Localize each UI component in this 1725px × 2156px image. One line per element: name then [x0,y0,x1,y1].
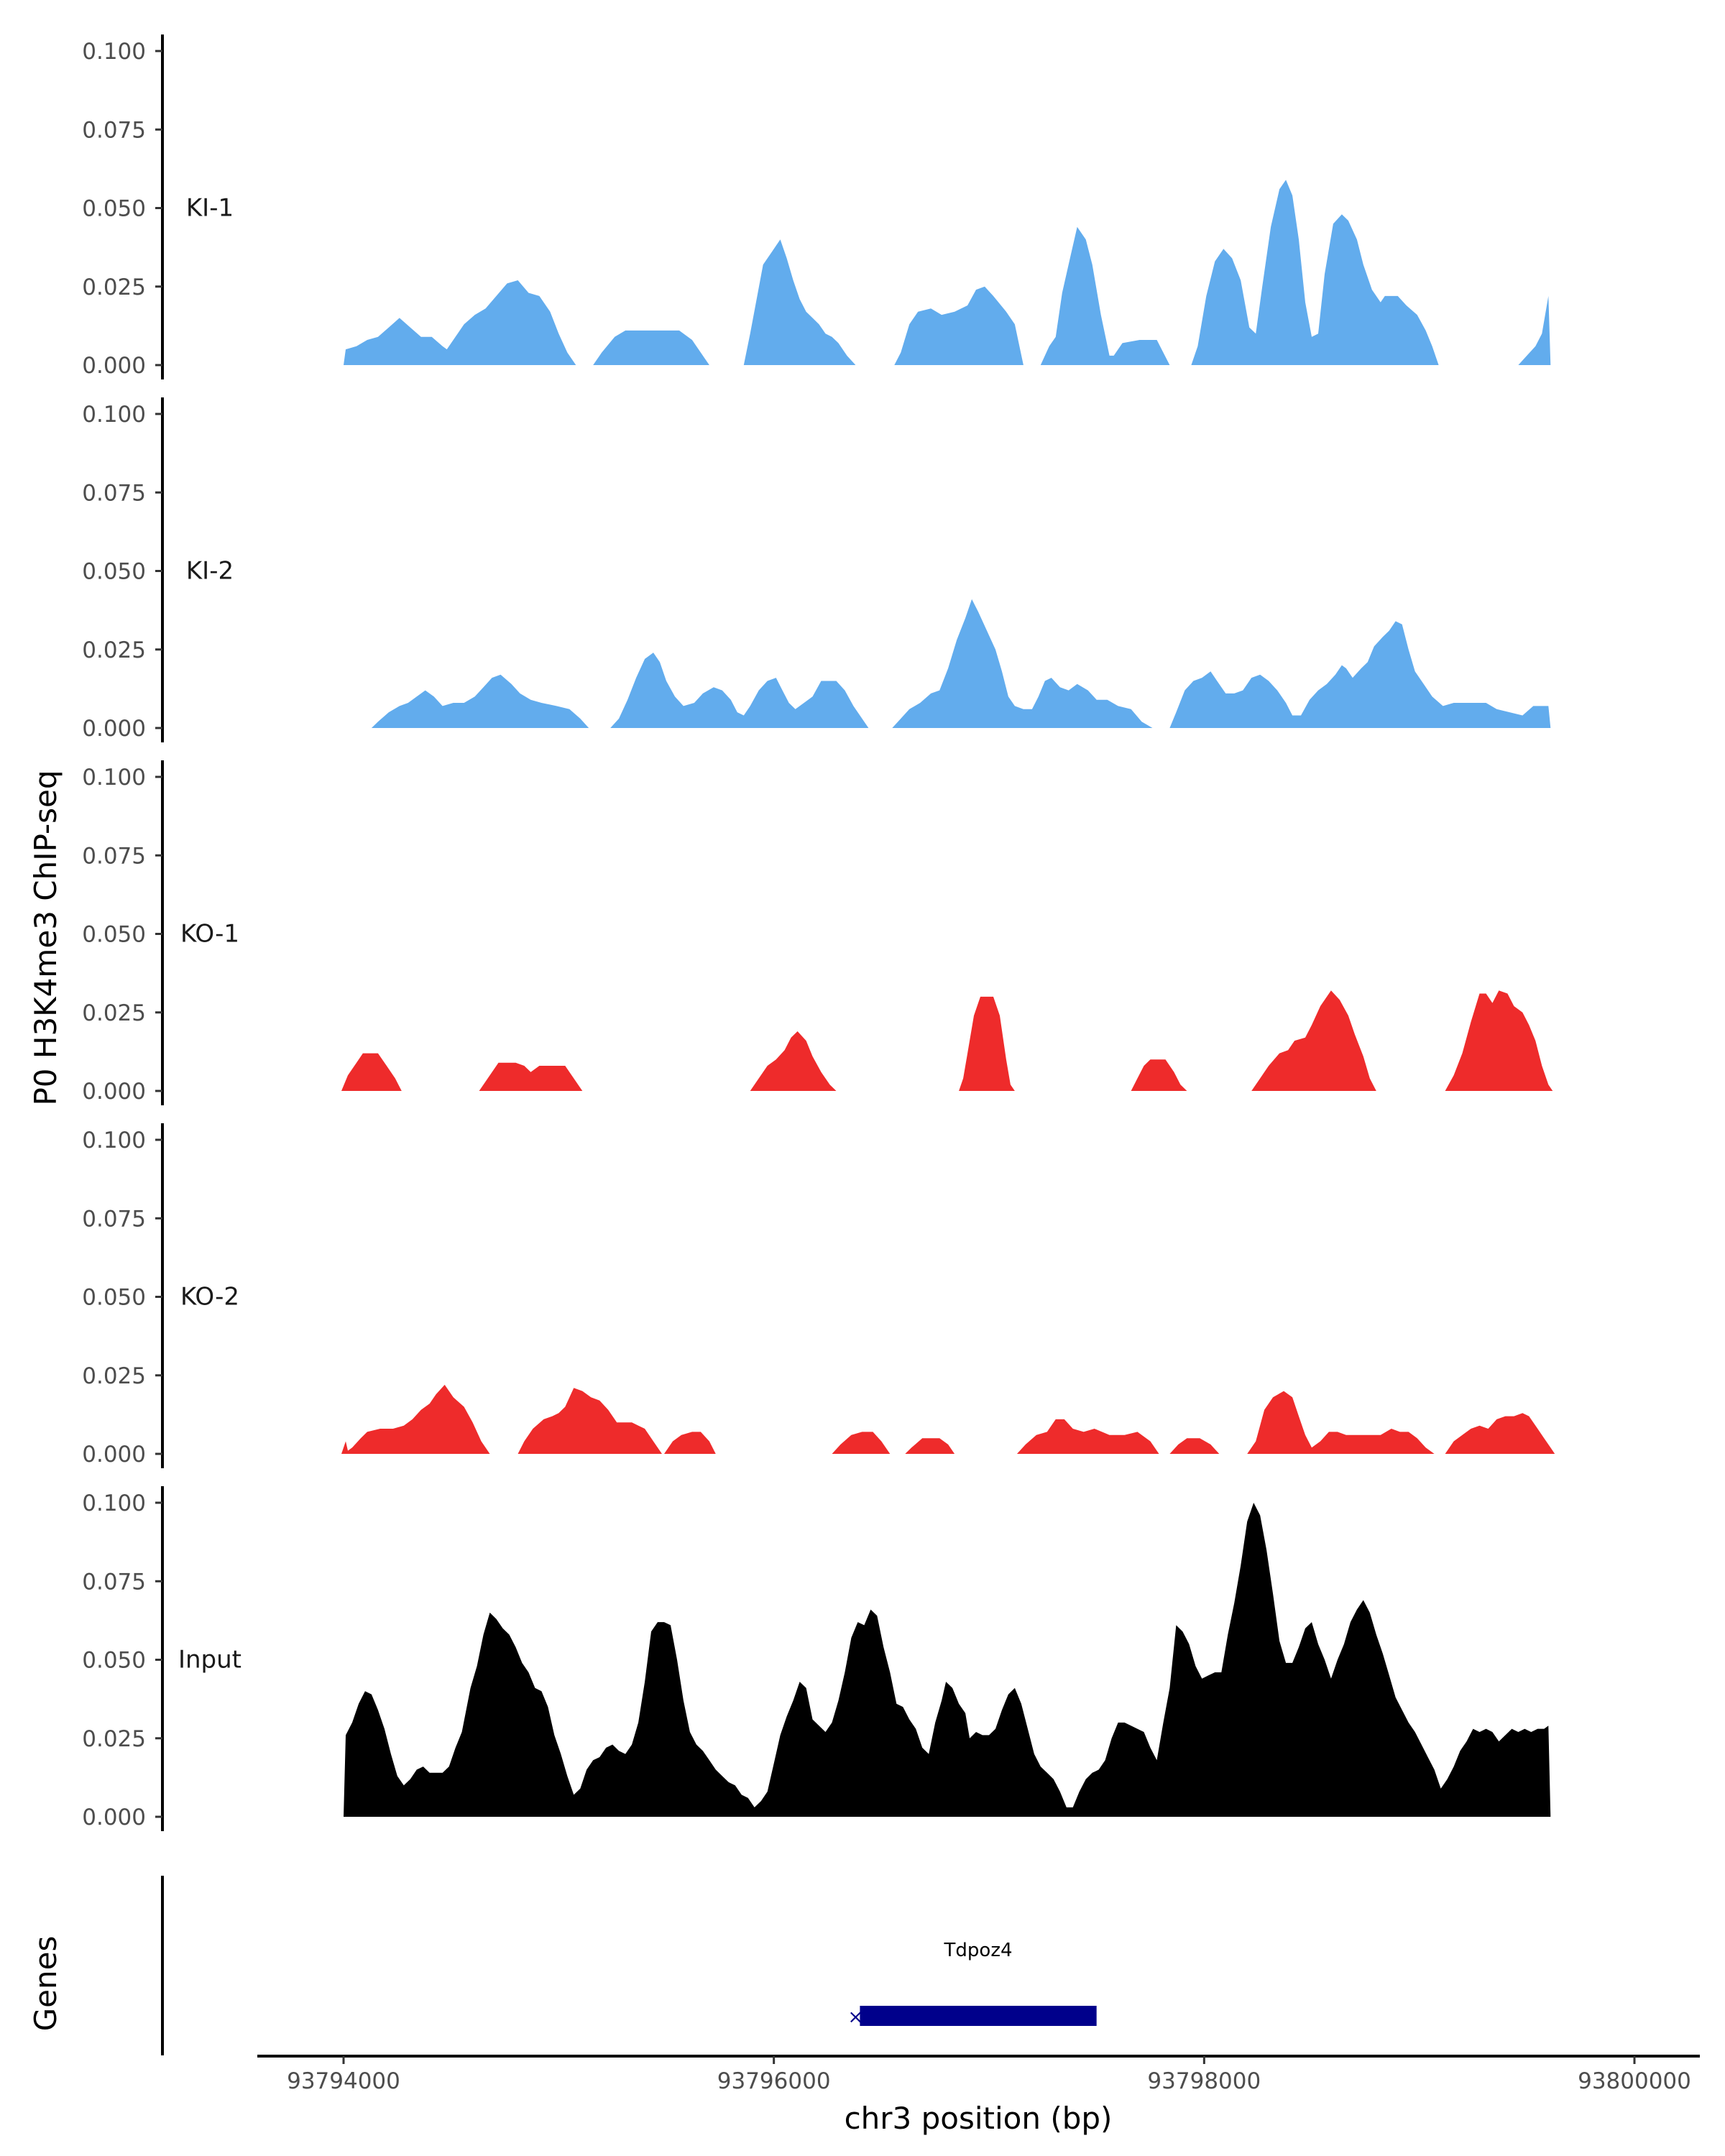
panel-ko-2: 0.000 0.025 0.050 0.075 0.100 KO-2 [82,1123,1555,1468]
y-tick-label: 0.050 [82,1285,146,1311]
y-tick-label: 0.050 [82,1648,146,1674]
signal-area [1445,1413,1555,1454]
signal-area [905,1438,955,1454]
y-tick-label: 0.000 [82,1442,146,1468]
panel-ki-2: 0.000 0.025 0.050 0.075 0.100 KI-2 [82,397,1551,742]
y-tick-label: 0.050 [82,559,146,585]
signal-area [894,286,1024,365]
y-tick-label: 0.025 [82,1363,146,1389]
y-tick-label: 0.075 [82,480,146,506]
signal-area [341,1384,490,1454]
x-axis-title: chr3 position (bp) [845,2101,1113,2136]
y-tick-label: 0.100 [82,402,146,428]
track-label-ki-2: KI-2 [186,557,234,586]
panel-ki-1: 0.000 0.025 0.050 0.075 0.100 KI-1 [82,34,1551,379]
signal-area [479,1062,583,1091]
y-tick-label: 0.000 [82,353,146,379]
signal-area [664,1432,716,1454]
signal-area [1251,990,1376,1091]
track-label-input: Input [178,1646,242,1674]
signal-area [1169,1438,1220,1454]
signal-area [1169,621,1551,728]
x-tick-label: 93794000 [287,2068,400,2094]
signal-area [832,1432,891,1454]
gene-bar [860,2006,1097,2026]
signal-area [1445,990,1553,1091]
track-label-ko-1: KO-1 [180,920,239,949]
signal-area [341,1053,402,1091]
signal-area [593,330,709,365]
signal-area [959,996,1015,1091]
y-tick-label: 0.025 [82,1726,146,1752]
genes-axis-title: Genes [28,1936,63,2032]
y-tick-label: 0.100 [82,1128,146,1153]
y-tick-label: 0.025 [82,637,146,663]
track-label-ki-1: KI-1 [186,194,234,223]
y-tick-label: 0.050 [82,196,146,222]
genes-panel: Genes Tdpoz4 × [28,1876,1097,2055]
y-tick-label: 0.075 [82,117,146,143]
signal-area [892,599,1153,728]
y-tick-label: 0.050 [82,922,146,948]
y-axis-title: P0 H3K4me3 ChIP-seq [28,770,63,1105]
gene-label: Tdpoz4 [944,1940,1013,1961]
signal-area [1247,1391,1435,1454]
x-axis: 93794000 93796000 93798000 93800000 chr3 po… [257,2055,1700,2136]
x-tick-label: 93800000 [1578,2068,1691,2094]
gene-strand-marker: × [848,2007,864,2028]
y-tick-label: 0.100 [82,39,146,65]
signal-area [1191,180,1439,365]
signal-area [1016,1419,1159,1454]
y-tick-label: 0.000 [82,1805,146,1830]
y-tick-label: 0.075 [82,1569,146,1595]
signal-area [743,239,856,365]
x-tick-label: 93798000 [1147,2068,1261,2094]
y-tick-label: 0.100 [82,1491,146,1516]
signal-area [1518,295,1551,365]
y-tick-label: 0.000 [82,716,146,742]
signal-area [371,674,589,728]
signal-area [750,1031,837,1091]
signal-area [1131,1059,1187,1091]
y-tick-label: 0.100 [82,765,146,791]
signal-area [610,653,869,728]
y-tick-label: 0.075 [82,843,146,869]
panel-ko-1: 0.000 0.025 0.050 0.075 0.100 KO-1 [82,760,1553,1105]
signal-area [1040,226,1170,365]
signal-area [518,1388,662,1454]
x-tick-label: 93796000 [717,2068,831,2094]
x-axis-ticks: 93794000 93796000 93798000 93800000 [287,2056,1691,2094]
panel-input: 0.000 0.025 0.050 0.075 0.100 Input [82,1486,1551,1831]
y-tick-label: 0.000 [82,1079,146,1105]
y-tick-label: 0.025 [82,275,146,300]
signal-area [344,318,460,365]
signal-area [344,1503,1551,1817]
y-tick-label: 0.025 [82,1000,146,1026]
signal-panels: 0.0000.0250.0500.0750.100KI-10.0000.0250… [82,34,1555,1831]
y-tick-label: 0.075 [82,1206,146,1232]
track-label-ko-2: KO-2 [180,1283,239,1312]
signal-area [436,280,576,365]
